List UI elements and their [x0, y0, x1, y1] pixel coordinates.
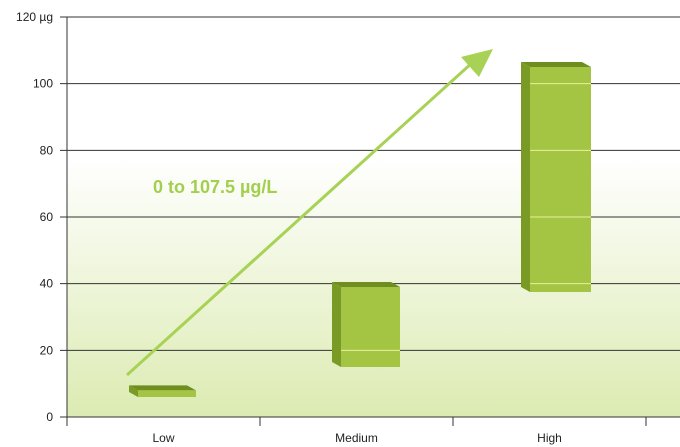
bar-medium	[332, 282, 400, 367]
x-tick-label: High	[537, 431, 562, 445]
bar-top	[129, 385, 196, 391]
y-tick-label: 120 µg	[16, 10, 53, 24]
y-tick-label: 60	[40, 210, 54, 224]
bar-front	[341, 287, 400, 367]
bars	[129, 62, 591, 397]
range-annotation: 0 to 107.5 µg/L	[153, 177, 277, 197]
bar-side	[332, 282, 341, 367]
bar-side	[129, 385, 138, 397]
y-tick-label: 0	[46, 410, 53, 424]
bar-front	[530, 67, 591, 292]
bar-side	[521, 62, 530, 292]
x-axis-ticks: Low Medium High	[66, 417, 647, 445]
y-tick-label: 100	[33, 77, 53, 91]
trend-arrow	[125, 49, 493, 377]
y-tick-label: 40	[40, 277, 54, 291]
y-axis-ticks: 0 20 40 60 80 100 120 µg	[16, 10, 53, 424]
trend-arrow-head	[461, 49, 493, 77]
trend-arrow-shaft	[125, 60, 475, 377]
x-tick-label: Low	[152, 431, 174, 445]
bar-low	[129, 385, 196, 397]
bar-top	[332, 282, 400, 287]
x-tick-label: Medium	[335, 431, 378, 445]
y-tick-label: 20	[40, 343, 54, 357]
bar-top	[521, 62, 591, 67]
bar-high	[521, 62, 591, 292]
y-tick-label: 80	[40, 143, 54, 157]
bar-front	[138, 390, 196, 397]
